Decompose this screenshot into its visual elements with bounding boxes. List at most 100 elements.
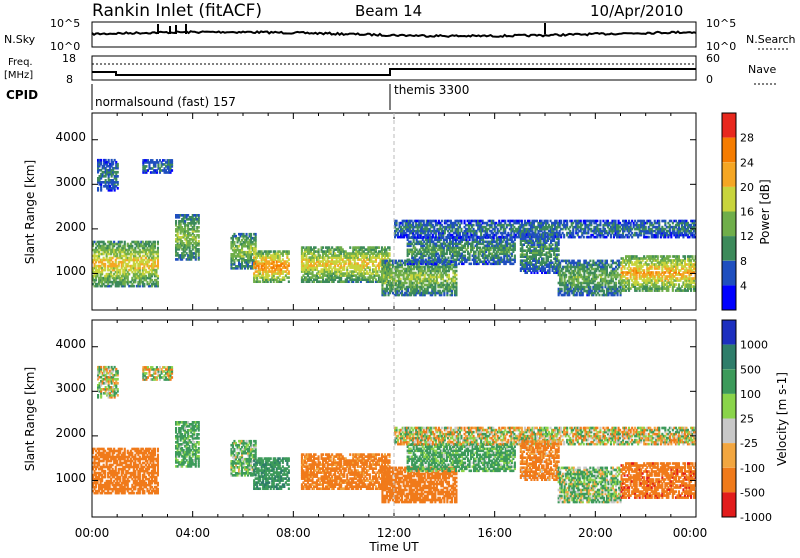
echo-cell-7 [448, 274, 450, 277]
echo-cell-9 [658, 220, 660, 223]
nave-tick-bottom: 0 [706, 73, 713, 86]
echo-cell-0 [154, 241, 156, 244]
echo-cell-9 [473, 224, 475, 227]
echo-cell-0 [133, 285, 135, 288]
nave-label: Nave [748, 63, 776, 76]
echo-cell-0 [157, 247, 159, 250]
echo-cell-5 [288, 270, 290, 273]
echo-cell-5 [288, 280, 290, 283]
echo-cell-9 [460, 220, 462, 223]
echo-cell-6 [315, 246, 317, 249]
nave-tick-top: 60 [706, 52, 720, 65]
echo-cell-8 [514, 255, 516, 258]
echo-cell-8 [514, 239, 516, 242]
echo-cell-0 [157, 241, 159, 244]
echo-cell-8 [464, 255, 466, 258]
echo-cell-6 [322, 246, 324, 249]
echo-cell-9 [563, 234, 565, 237]
echo-cell-9 [566, 220, 568, 223]
echo-cell-1 [117, 175, 119, 178]
echo-cell-3 [198, 230, 200, 233]
echo-cell-6 [369, 266, 371, 269]
echo-cell-5 [288, 250, 290, 253]
nsearch-tick-top: 10^5 [706, 17, 736, 30]
echo-cell-5 [288, 262, 290, 265]
echo-cell-9 [599, 220, 601, 223]
echo-cell-6 [349, 246, 351, 249]
echo-cell-6 [378, 246, 380, 249]
echo-cell-9 [504, 220, 506, 223]
echo-cell-9 [664, 220, 666, 223]
echo-cell-3 [175, 220, 177, 223]
echo-cell-9 [583, 236, 585, 239]
echo-cell-1 [117, 171, 119, 174]
echo-cell-1 [117, 163, 119, 166]
nsky-trace [92, 31, 696, 37]
echo-cell-0 [143, 283, 145, 286]
echo-cell-3 [198, 214, 200, 217]
echo-cell-4 [246, 233, 248, 236]
echo-cell-9 [521, 220, 523, 223]
cpid-label: CPID [6, 88, 38, 102]
echo-cell-0 [124, 241, 126, 244]
echo-cell-9 [460, 228, 462, 231]
echo-cell-9 [645, 226, 647, 229]
echo-cell-9 [423, 220, 425, 223]
echo-cell-7 [455, 278, 457, 281]
echo-cell-6 [318, 248, 320, 251]
echo-cell-9 [560, 220, 562, 223]
echo-cell-0 [157, 281, 159, 284]
echo-cell-1 [108, 159, 110, 162]
nsky-tick-top: 10^5 [50, 17, 80, 30]
echo-cell-7 [455, 274, 457, 277]
freq-label: Freq. [8, 57, 33, 68]
echo-cell-0 [128, 273, 130, 276]
freq-trace [92, 69, 696, 75]
echo-cell-1 [97, 187, 99, 190]
echo-cell-8 [447, 257, 449, 260]
echo-cell-5 [288, 276, 290, 279]
echo-cell-9 [596, 220, 598, 223]
station-title: Rankin Inlet (fitACF) [92, 1, 262, 21]
echo-cell-3 [198, 234, 200, 237]
echo-cell-5 [270, 250, 272, 253]
echo-cell-9 [580, 220, 582, 223]
echo-cell-2 [171, 159, 173, 162]
echo-cell-0 [157, 275, 159, 278]
cpid-segment-1: normalsound (fast) 157 [95, 95, 236, 109]
echo-cell-5 [259, 280, 261, 283]
nsearch-label: N.Search [746, 33, 796, 46]
echo-cell-6 [389, 246, 391, 249]
echo-cell-2 [171, 169, 173, 172]
echo-cell-4 [255, 233, 257, 236]
freq-tick-top: 18 [62, 52, 76, 65]
echo-cell-0 [104, 263, 106, 266]
echo-cell-4 [233, 241, 235, 244]
echo-cell-0 [131, 245, 133, 248]
echo-cell-2 [145, 165, 147, 168]
echo-cell-9 [574, 236, 576, 239]
echo-cell-0 [121, 241, 123, 244]
echo-cell-3 [198, 248, 200, 251]
echo-cell-4 [250, 233, 252, 236]
echo-cell-3 [198, 240, 200, 243]
echo-cell-7 [455, 270, 457, 273]
echo-cell-7 [455, 282, 457, 285]
echo-cell-8 [470, 263, 472, 266]
echo-cell-9 [441, 220, 443, 223]
echo-cell-9 [648, 236, 650, 239]
echo-cell-1 [117, 181, 119, 184]
echo-cell-1 [117, 187, 119, 190]
echo-cell-1 [100, 159, 102, 162]
echo-cell-9 [396, 220, 398, 223]
freq-tick-bottom: 8 [66, 73, 73, 86]
freq-unit: [MHz] [4, 70, 33, 81]
echo-cell-6 [389, 252, 391, 255]
nsky-label: N.Sky [4, 33, 36, 46]
echo-cell-9 [615, 220, 617, 223]
echo-cell-3 [198, 226, 200, 229]
echo-cell-9 [547, 220, 549, 223]
echo-cell-7 [406, 282, 408, 285]
